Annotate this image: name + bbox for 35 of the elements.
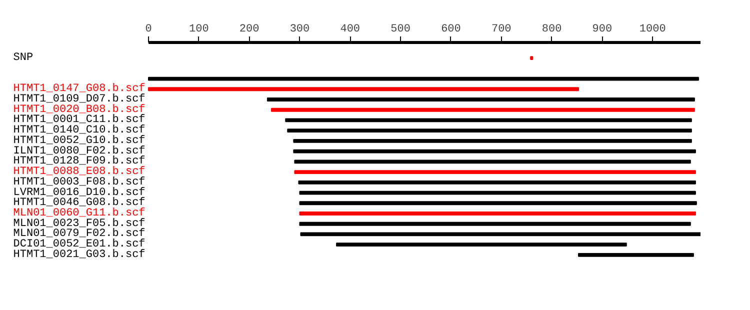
- x-tick-label: 800: [542, 24, 562, 36]
- y-tick-label: HTMT1_0021_G03.b.scf: [13, 248, 146, 261]
- bar: [266, 98, 695, 102]
- x-tick-label: 100: [189, 24, 209, 36]
- bar: [271, 108, 695, 112]
- bar: [336, 242, 627, 247]
- bar: [578, 253, 694, 257]
- bar: [299, 212, 696, 216]
- bar: [293, 139, 692, 143]
- x-tick-label: 200: [239, 24, 260, 36]
- x-tick-label: 0: [145, 24, 152, 36]
- bar: [287, 128, 692, 133]
- y-tick-label: SNP: [13, 52, 34, 64]
- bar: [294, 160, 691, 164]
- x-tick-label: 1000: [639, 24, 666, 36]
- bar: [299, 201, 697, 206]
- y-tick-label: HTMT1_0052_G10.b.scf: [13, 134, 146, 147]
- x-tick-label: 900: [592, 24, 612, 36]
- x-tick-label: 400: [340, 24, 360, 36]
- bar: [285, 118, 692, 122]
- x-tick-label: 500: [390, 24, 410, 36]
- bar: [299, 222, 691, 226]
- bar: [148, 76, 699, 81]
- x-tick-label: 300: [290, 24, 310, 36]
- y-tick-label: HTMT1_0003_F08.b.scf: [13, 176, 146, 188]
- bar: [293, 149, 696, 154]
- bar: [299, 190, 696, 195]
- bar: [294, 170, 696, 174]
- x-tick-label: 600: [441, 24, 461, 36]
- bar: [300, 232, 700, 236]
- x-tick-label: 700: [491, 24, 512, 36]
- bar: [148, 87, 580, 92]
- bar: [298, 180, 696, 184]
- y-tick-label: MLN01_0060_G11.b.scf: [13, 208, 146, 220]
- y-tick-label: HTMT1_0109_D07.b.scf: [13, 94, 146, 106]
